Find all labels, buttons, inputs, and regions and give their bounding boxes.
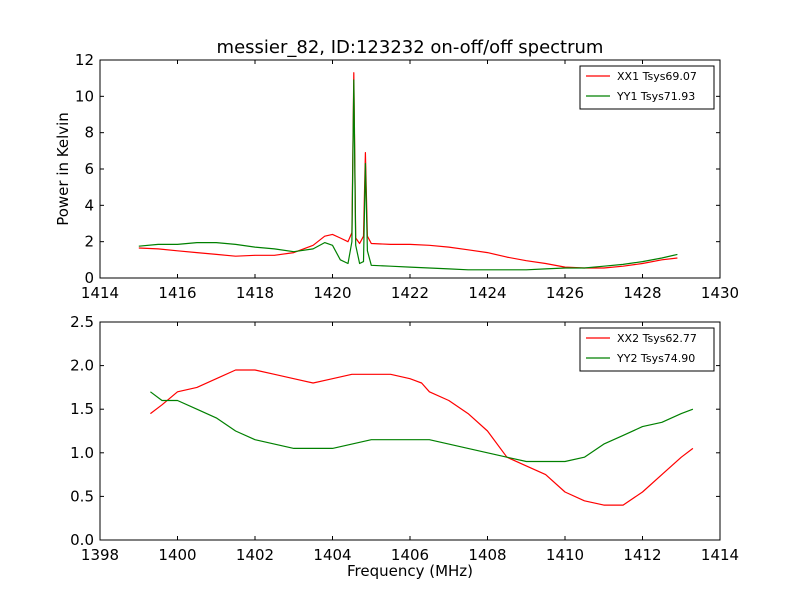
bottom-legend-frame xyxy=(579,327,715,372)
bottom-xlabel: Frequency (MHz) xyxy=(347,562,473,580)
bottom-ytick-label: 0.5 xyxy=(70,487,94,505)
bottom-xtick-label: 1412 xyxy=(623,546,661,564)
top-title: messier_82, ID:123232 on-off/off spectru… xyxy=(217,37,604,58)
top-xtick-label: 1426 xyxy=(546,284,584,302)
bottom-ytick-label: 0.0 xyxy=(70,531,94,549)
top-ytick-label: 2 xyxy=(84,233,94,251)
top-xtick-label: 1420 xyxy=(313,284,351,302)
top-legend-label-xx1: XX1 Tsys69.07 xyxy=(617,70,697,83)
top-xtick-label: 1428 xyxy=(623,284,661,302)
bottom-xtick-label: 1398 xyxy=(81,546,119,564)
bottom-legend-label-yy2: YY2 Tsys74.90 xyxy=(616,352,695,365)
top-series-line-1 xyxy=(138,79,678,271)
top-ytick-label: 6 xyxy=(84,160,94,178)
top-xtick-label: 1414 xyxy=(81,284,119,302)
bottom-legend: XX2 Tsys62.77 YY2 Tsys74.90 xyxy=(579,327,715,372)
bottom-ticks: 1398 1400 1402 1404 1406 1408 1410 1412 1414 0.0 0… xyxy=(70,313,739,564)
bottom-xtick-label: 1410 xyxy=(546,546,584,564)
top-ytick-label: 10 xyxy=(75,87,94,105)
top-legend: XX1 Tsys69.07 YY1 Tsys71.93 xyxy=(579,65,715,110)
bottom-panel: 1398 1400 1402 1404 1406 1408 1410 1412 1414 0.0 0… xyxy=(70,313,739,580)
top-series-lines xyxy=(138,72,678,271)
bottom-xtick-label: 1402 xyxy=(236,546,274,564)
top-ytick-label: 0 xyxy=(84,269,94,287)
top-xtick-label: 1430 xyxy=(701,284,739,302)
top-ytick-label: 8 xyxy=(84,124,94,142)
bottom-xtick-label: 1404 xyxy=(313,546,351,564)
top-xtick-label: 1422 xyxy=(391,284,429,302)
bottom-xtick-label: 1414 xyxy=(701,546,739,564)
top-legend-frame xyxy=(579,65,715,110)
top-axes-frame xyxy=(99,59,721,279)
bottom-ytick-label: 2.0 xyxy=(70,357,94,375)
bottom-series-lines xyxy=(150,369,694,506)
bottom-ytick-label: 1.5 xyxy=(70,400,94,418)
bottom-legend-label-xx2: XX2 Tsys62.77 xyxy=(617,332,697,345)
bottom-xtick-label: 1400 xyxy=(158,546,196,564)
top-xtick-label: 1424 xyxy=(468,284,506,302)
bottom-axes-frame xyxy=(99,321,721,541)
top-ytick-label: 4 xyxy=(84,196,94,214)
top-xtick-label: 1416 xyxy=(158,284,196,302)
top-ytick-label: 12 xyxy=(75,51,94,69)
bottom-ytick-label: 1.0 xyxy=(70,444,94,462)
top-panel: messier_82, ID:123232 on-off/off spectru… xyxy=(54,37,739,302)
bottom-xtick-label: 1408 xyxy=(468,546,506,564)
top-xtick-label: 1418 xyxy=(236,284,274,302)
top-legend-label-yy1: YY1 Tsys71.93 xyxy=(616,90,695,103)
bottom-xtick-label: 1406 xyxy=(391,546,429,564)
top-ticks: 1414 1416 1418 1420 1422 1424 1426 1428 1430 0 2 4 6… xyxy=(75,51,739,302)
bottom-series-line-1 xyxy=(150,391,694,463)
bottom-ytick-label: 2.5 xyxy=(70,313,94,331)
top-ylabel: Power in Kelvin xyxy=(54,112,72,226)
bottom-series-line-0 xyxy=(150,369,694,506)
